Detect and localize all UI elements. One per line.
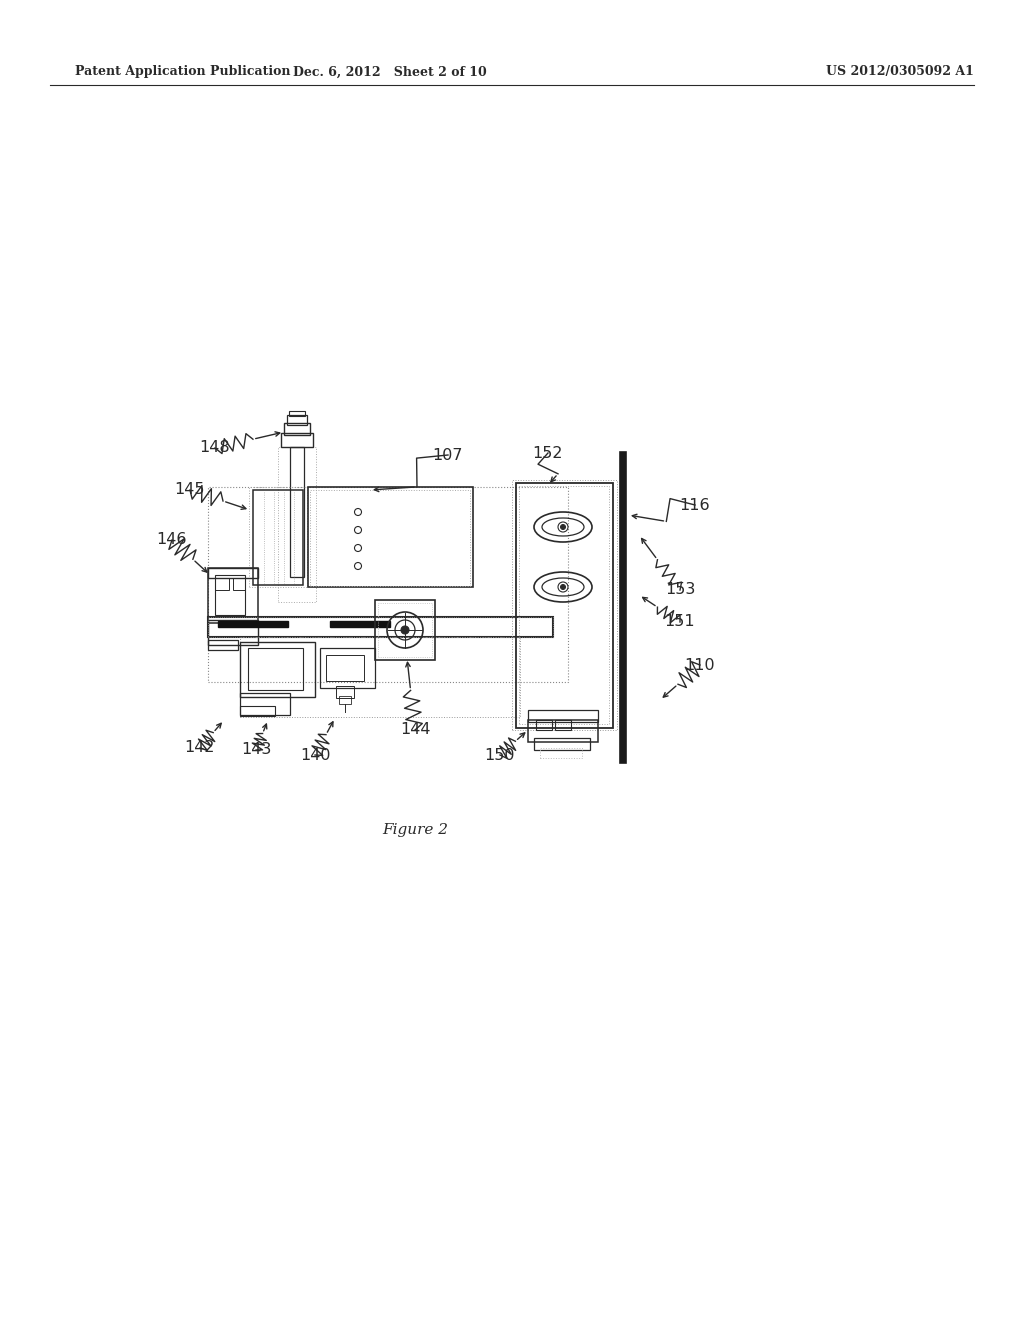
Bar (528, 719, 598, 742)
Bar (240, 706, 275, 715)
Bar (208, 620, 258, 645)
Text: 146: 146 (157, 532, 187, 548)
Bar (253, 490, 303, 585)
Bar (208, 616, 553, 638)
Bar (240, 693, 290, 715)
Text: Figure 2: Figure 2 (382, 822, 449, 837)
Bar (330, 620, 390, 627)
Text: Patent Application Publication: Patent Application Publication (75, 66, 291, 78)
Bar (278, 447, 316, 602)
Bar (208, 640, 238, 649)
Bar (284, 422, 310, 436)
Text: 142: 142 (184, 741, 215, 755)
Bar (528, 710, 598, 722)
Bar (281, 433, 313, 447)
Bar (215, 576, 245, 615)
Text: 145: 145 (175, 483, 205, 498)
Text: 140: 140 (300, 747, 331, 763)
Bar (249, 487, 307, 587)
Bar (512, 480, 617, 730)
Bar (233, 578, 245, 590)
Bar (536, 719, 552, 730)
Text: 151: 151 (665, 615, 695, 630)
Text: Dec. 6, 2012   Sheet 2 of 10: Dec. 6, 2012 Sheet 2 of 10 (293, 66, 486, 78)
Bar (287, 414, 307, 425)
Bar (218, 620, 288, 627)
Text: 107: 107 (433, 447, 463, 462)
Bar (240, 638, 520, 717)
Text: 116: 116 (680, 498, 711, 512)
Bar (308, 487, 473, 587)
Bar (326, 655, 364, 681)
Text: 150: 150 (484, 747, 515, 763)
Bar (208, 616, 553, 638)
Bar (310, 490, 470, 586)
Bar (534, 738, 590, 750)
Bar (248, 648, 303, 690)
Text: 143: 143 (241, 742, 271, 758)
Bar (516, 483, 613, 729)
Text: 110: 110 (685, 657, 716, 672)
Bar (375, 601, 435, 660)
Bar (555, 719, 571, 730)
Bar (336, 686, 354, 698)
Circle shape (560, 585, 565, 590)
Text: 153: 153 (665, 582, 695, 598)
Bar (208, 568, 258, 623)
Bar (378, 603, 432, 657)
Bar (208, 568, 258, 578)
Bar (240, 642, 315, 697)
Bar (289, 411, 305, 416)
Bar (339, 696, 351, 704)
Bar (215, 578, 229, 590)
Text: 152: 152 (532, 446, 563, 461)
Bar (290, 447, 304, 577)
Text: US 2012/0305092 A1: US 2012/0305092 A1 (826, 66, 974, 78)
Bar (519, 486, 609, 723)
Text: 148: 148 (200, 441, 230, 455)
Text: 144: 144 (399, 722, 430, 738)
Circle shape (401, 626, 409, 634)
Bar (319, 648, 375, 688)
Circle shape (560, 524, 565, 529)
Bar (208, 487, 568, 682)
Bar (540, 748, 582, 758)
